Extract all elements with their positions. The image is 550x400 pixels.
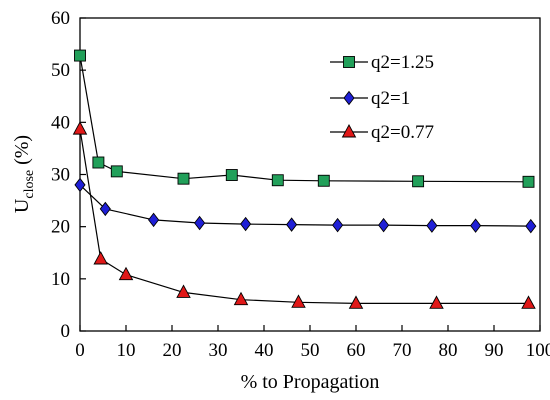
- y-tick-label: 20: [51, 217, 70, 238]
- y-tick-label: 40: [51, 112, 70, 133]
- y-tick-label: 60: [51, 8, 70, 29]
- series-layer: [72, 49, 537, 309]
- series-triangle: [72, 121, 536, 309]
- legend-marker: [341, 124, 357, 138]
- legend-item: q2=1: [330, 88, 410, 109]
- data-point: [118, 266, 134, 281]
- x-tick-label: 40: [255, 340, 274, 361]
- data-point: [72, 121, 88, 135]
- data-point: [378, 217, 390, 233]
- data-point: [521, 295, 536, 309]
- data-point: [177, 172, 190, 185]
- series-square: [74, 49, 535, 188]
- data-point: [110, 165, 123, 178]
- x-tick-label: 100: [526, 340, 550, 361]
- x-axis: 0 10 20 30 40 50 60 70 80 90 100: [75, 325, 550, 361]
- y-axis-label: Uclose (%): [11, 135, 37, 213]
- data-point: [271, 174, 284, 187]
- data-point: [93, 251, 108, 265]
- data-point: [176, 284, 191, 298]
- x-tick-label: 0: [75, 340, 85, 361]
- x-axis-label: % to Propagation: [241, 371, 380, 393]
- x-tick-label: 90: [485, 340, 504, 361]
- series-diamond: [74, 177, 537, 234]
- data-point: [233, 291, 249, 306]
- data-point: [286, 217, 298, 232]
- x-tick-label: 60: [347, 340, 366, 361]
- legend-label: q2=1.25: [371, 52, 434, 73]
- y-axis-label-unit: (%): [11, 135, 33, 170]
- data-point: [426, 218, 438, 233]
- legend-label: q2=1: [371, 88, 410, 109]
- legend-item: q2=0.77: [330, 122, 434, 143]
- series-line: [79, 55, 529, 183]
- data-point: [317, 174, 330, 187]
- x-tick-label: 80: [439, 340, 458, 361]
- data-point: [225, 169, 238, 181]
- x-tick-label: 50: [301, 340, 320, 361]
- x-tick-label: 30: [209, 340, 228, 361]
- data-point: [348, 295, 364, 309]
- y-tick-label: 30: [51, 165, 70, 186]
- series-line: [79, 184, 531, 227]
- data-point: [525, 218, 537, 234]
- data-point: [291, 294, 306, 308]
- y-tick-label: 50: [51, 60, 70, 81]
- legend-item: q2=1.25: [330, 52, 434, 73]
- legend-marker: [343, 90, 355, 106]
- y-axis-label-subscript: close: [22, 170, 37, 199]
- data-point: [332, 217, 344, 233]
- y-axis: 0 10 20 30 40 50 60: [51, 8, 86, 342]
- data-point: [92, 156, 105, 169]
- data-point: [470, 218, 482, 233]
- data-point: [99, 201, 111, 217]
- x-tick-label: 10: [117, 340, 136, 361]
- legend-marker: [343, 56, 355, 68]
- series-line: [79, 129, 529, 304]
- y-tick-label: 0: [61, 321, 71, 342]
- x-tick-label: 70: [393, 340, 412, 361]
- data-point: [412, 175, 425, 188]
- data-point: [74, 177, 86, 193]
- data-point: [429, 295, 444, 309]
- data-point: [74, 49, 86, 62]
- data-point: [194, 215, 206, 231]
- x-tick-label: 20: [163, 340, 182, 361]
- legend-label: q2=0.77: [371, 122, 434, 143]
- data-point: [522, 175, 535, 188]
- y-tick-label: 10: [51, 269, 70, 290]
- legend: q2=1.25 q2=1 q2=0.77: [330, 52, 434, 143]
- data-point: [148, 212, 160, 228]
- y-axis-label-main: U: [11, 198, 33, 213]
- data-point: [240, 216, 252, 232]
